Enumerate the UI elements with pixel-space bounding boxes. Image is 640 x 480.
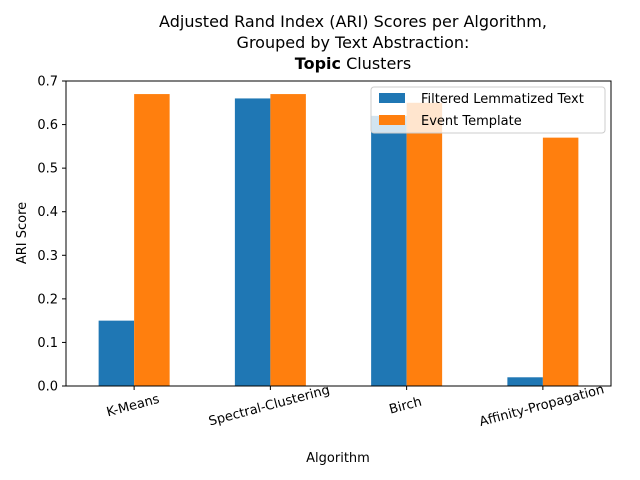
chart-title-line-2: Grouped by Text Abstraction: <box>237 33 470 52</box>
x-tick-label-birch: Birch <box>388 395 424 418</box>
chart-title-line-1: Adjusted Rand Index (ARI) Scores per Alg… <box>159 12 547 31</box>
x-tick-label-spectral-clustering: Spectral-Clustering <box>207 383 331 430</box>
y-tick-label: 0.5 <box>37 162 58 177</box>
x-ticks-group: K-Means Spectral-Clustering Birch Affinity-… <box>105 382 606 430</box>
bars-group <box>98 94 579 387</box>
y-ticks-group: 0.0 0.1 0.2 0.3 0.4 0.5 0.6 0.7 <box>37 75 66 395</box>
y-tick-label: 0.6 <box>37 118 58 133</box>
legend-swatch-event-template <box>379 115 405 125</box>
bar-filtered-lemmatized-text-birch <box>371 115 407 387</box>
y-axis-label: ARI Score <box>15 202 30 264</box>
chart-title-rest: Clusters <box>341 54 411 73</box>
y-tick-label: 0.4 <box>37 205 58 220</box>
x-tick-label-k-means: K-Means <box>105 392 161 421</box>
x-axis-label: Algorithm <box>306 451 370 466</box>
legend-label-event-template: Event Template <box>421 114 522 129</box>
chart-title-bold: Topic <box>295 54 341 73</box>
legend: Filtered Lemmatized Text Event Template <box>370 86 606 134</box>
y-tick-label: 0.1 <box>37 336 58 351</box>
y-tick-label: 0.7 <box>37 75 58 90</box>
bar-event-template-k-means <box>134 94 170 386</box>
x-tick-label-affinity-propagation: Affinity-Propagation <box>478 382 606 430</box>
plot-frame <box>65 80 612 387</box>
bar-event-template-spectral-clustering <box>270 94 306 386</box>
legend-swatch-filtered-lemmatized-text <box>379 93 405 103</box>
bar-filtered-lemmatized-text-k-means <box>98 320 135 386</box>
bar-filtered-lemmatized-text-affinity-propagation <box>507 377 543 386</box>
chart-title-line-3: Topic Clusters <box>295 54 411 73</box>
y-tick-label: 0.2 <box>37 292 58 307</box>
legend-label-filtered-lemmatized-text: Filtered Lemmatized Text <box>421 92 584 107</box>
bar-filtered-lemmatized-text-spectral-clustering <box>234 98 271 387</box>
bar-event-template-affinity-propagation <box>542 137 579 386</box>
bar-event-template-birch <box>406 102 443 386</box>
legend-box <box>370 86 606 134</box>
y-tick-label: 0.3 <box>37 249 58 264</box>
y-tick-label: 0.0 <box>37 380 58 395</box>
